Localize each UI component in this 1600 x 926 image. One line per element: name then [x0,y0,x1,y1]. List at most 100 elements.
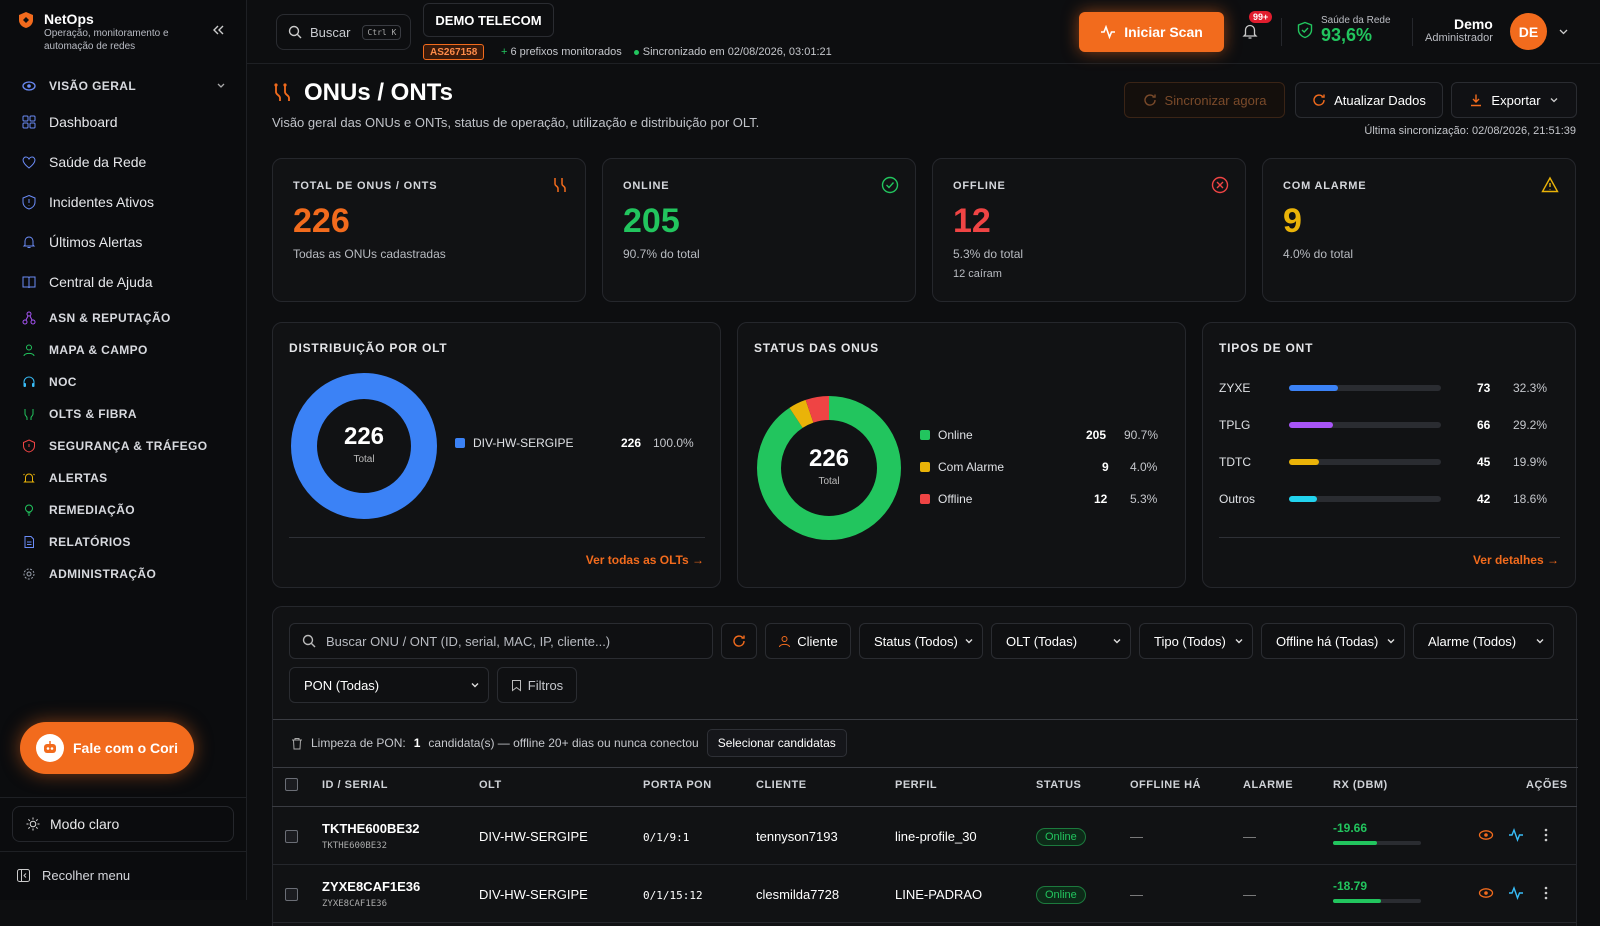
card-title: STATUS DAS ONUS [754,341,879,355]
onu-id[interactable]: ZYXE8CAF1E36 [322,879,421,894]
kpi-card-total[interactable]: TOTAL DE ONUS / ONTS 226 Todas as ONUs c… [272,158,586,302]
cleanup-count: 1 [413,736,421,750]
olt-select[interactable]: OLT (Todas) [991,623,1131,659]
select-candidates-button[interactable]: Selecionar candidatas [706,729,847,757]
bot-icon [36,734,64,762]
activity-icon[interactable] [1508,827,1524,843]
col-header-client[interactable]: CLIENTE [756,779,807,791]
legend-item[interactable]: DIV-HW-SERGIPE [455,436,573,450]
reset-filters-button[interactable] [721,623,757,659]
view-all-olts-link[interactable]: Ver todas as OLTs → [585,553,704,567]
status-select[interactable]: Status (Todos) [859,623,983,659]
light-mode-toggle[interactable]: Modo claro [12,806,234,842]
sidebar-section-admin[interactable]: ADMINISTRAÇÃO [12,558,234,590]
col-header-alarm[interactable]: ALARME [1243,779,1294,791]
brand[interactable]: NetOps Operação, monitoramento e automaç… [18,11,194,53]
client-filter-button[interactable]: Cliente [765,623,851,659]
kpi-card-alarm[interactable]: COM ALARME 9 4.0% do total [1262,158,1576,302]
col-header-offline[interactable]: OFFLINE HÁ [1130,779,1201,791]
sidebar-section-noc[interactable]: NOC [12,366,234,398]
olt-donut-chart: 226 Total [291,373,437,519]
activity-icon [1100,25,1116,39]
select-all-checkbox[interactable] [285,778,298,791]
onu-id[interactable]: TKTHE600BE32 [322,821,420,836]
notifications-bell-icon[interactable] [1241,22,1259,40]
offline-since-select[interactable]: Offline há (Todas) [1261,623,1405,659]
global-search[interactable]: Buscar Ctrl K [276,14,411,50]
sidebar-section-seguranca[interactable]: SEGURANÇA & TRÁFEGO [12,430,234,462]
alarm-select[interactable]: Alarme (Todos) [1413,623,1554,659]
chat-cori-button[interactable]: Fale com o Cori [20,722,194,774]
user-info[interactable]: Demo Administrador [1425,16,1493,44]
eye-icon [20,77,38,95]
sidebar-section-mapa[interactable]: MAPA & CAMPO [12,334,234,366]
activity-icon[interactable] [1508,885,1524,901]
sidebar-section-label: ALERTAS [49,471,108,485]
bookmark-icon [511,679,522,692]
kpi-card-online[interactable]: ONLINE 205 90.7% do total [602,158,916,302]
sidebar-section-relatorios[interactable]: RELATÓRIOS [12,526,234,558]
gear-icon [20,565,38,583]
type-select[interactable]: Tipo (Todos) [1139,623,1253,659]
light-mode-label: Modo claro [50,816,120,832]
donut-total-label: Total [353,454,374,465]
sidebar-section-asn[interactable]: ASN & REPUTAÇÃO [12,302,234,334]
sidebar-section-label: RELATÓRIOS [49,535,131,549]
more-vertical-icon[interactable] [1540,885,1552,901]
avatar[interactable]: DE [1510,13,1547,50]
kpi-title: COM ALARME [1283,180,1367,192]
pon-select[interactable]: PON (Todas) [289,667,489,703]
sidebar-section-overview[interactable]: VISÃO GERAL [12,76,234,96]
sidebar-item-ajuda[interactable]: Central de Ajuda [12,262,234,302]
onu-client: tennyson7193 [756,829,838,844]
row-checkbox[interactable] [285,888,298,901]
col-header-pon[interactable]: PORTA PON [643,779,712,791]
divider [1412,18,1413,46]
sync-now-button[interactable]: Sincronizar agora [1124,82,1285,118]
more-filters-button[interactable]: Filtros [497,667,577,703]
start-scan-button[interactable]: Iniciar Scan [1079,12,1224,52]
onu-olt: DIV-HW-SERGIPE [479,829,588,844]
sidebar-item-dashboard[interactable]: Dashboard [12,102,234,142]
eye-icon[interactable] [1478,885,1494,901]
row-checkbox[interactable] [285,830,298,843]
sidebar-item-incidentes[interactable]: Incidentes Ativos [12,182,234,222]
table-row[interactable]: TKTHE600BE32 TKTHE600BE32 DIV-HW-SERGIPE… [272,807,1577,865]
donut-slice-offline[interactable] [757,396,901,540]
file-text-icon [20,533,38,551]
sidebar-item-saude[interactable]: Saúde da Rede [12,142,234,182]
collapse-sidebar-icon[interactable] [212,24,224,36]
asn-badge[interactable]: AS267158 [423,44,485,60]
view-details-link[interactable]: Ver detalhes → [1472,553,1559,567]
eye-icon[interactable] [1478,827,1494,843]
legend-item[interactable]: Online [920,428,973,442]
chevron-down-icon[interactable] [1558,26,1569,37]
col-header-rx[interactable]: RX (DBM) [1333,779,1388,791]
col-header-id[interactable]: ID / SERIAL [322,779,389,791]
sidebar-section-remediacao[interactable]: REMEDIAÇÃO [12,494,234,526]
more-vertical-icon[interactable] [1540,827,1552,843]
sidebar-section-alertas[interactable]: ALERTAS [12,462,234,494]
user-name: Demo [1453,16,1493,32]
brand-subtitle: Operação, monitoramento e automação de r… [44,28,169,52]
refresh-data-button[interactable]: Atualizar Dados [1295,82,1443,118]
col-header-status[interactable]: STATUS [1036,779,1082,791]
cleanup-text: candidata(s) — offline 20+ dias ou nunca… [428,736,699,750]
kpi-card-offline[interactable]: OFFLINE 12 5.3% do total 12 caíram [932,158,1246,302]
fiber-icon [551,176,569,194]
tenant-selector[interactable]: DEMO TELECOM [423,3,554,37]
sidebar-section-olts[interactable]: OLTS & FIBRA [12,398,234,430]
legend-item[interactable]: Com Alarme [920,460,1004,474]
table-row[interactable]: ZYXE8CAF1E36 ZYXE8CAF1E36 DIV-HW-SERGIPE… [272,865,1577,923]
col-header-profile[interactable]: PERFIL [895,779,938,791]
collapse-menu-button[interactable]: Recolher menu [16,868,130,883]
onu-search-input[interactable]: Buscar ONU / ONT (ID, serial, MAC, IP, c… [289,623,713,659]
export-button[interactable]: Exportar [1451,82,1577,118]
col-header-olt[interactable]: OLT [479,779,502,791]
network-health[interactable]: Saúde da Rede 93,6% [1297,15,1391,44]
legend-item[interactable]: Offline [920,492,972,506]
donut-slice-div-hw-sergipe[interactable] [291,373,437,519]
sidebar-item-label: Central de Ajuda [49,274,153,290]
type-pct: 19.9% [1513,455,1548,469]
sidebar-item-alertas[interactable]: Últimos Alertas [12,222,234,262]
